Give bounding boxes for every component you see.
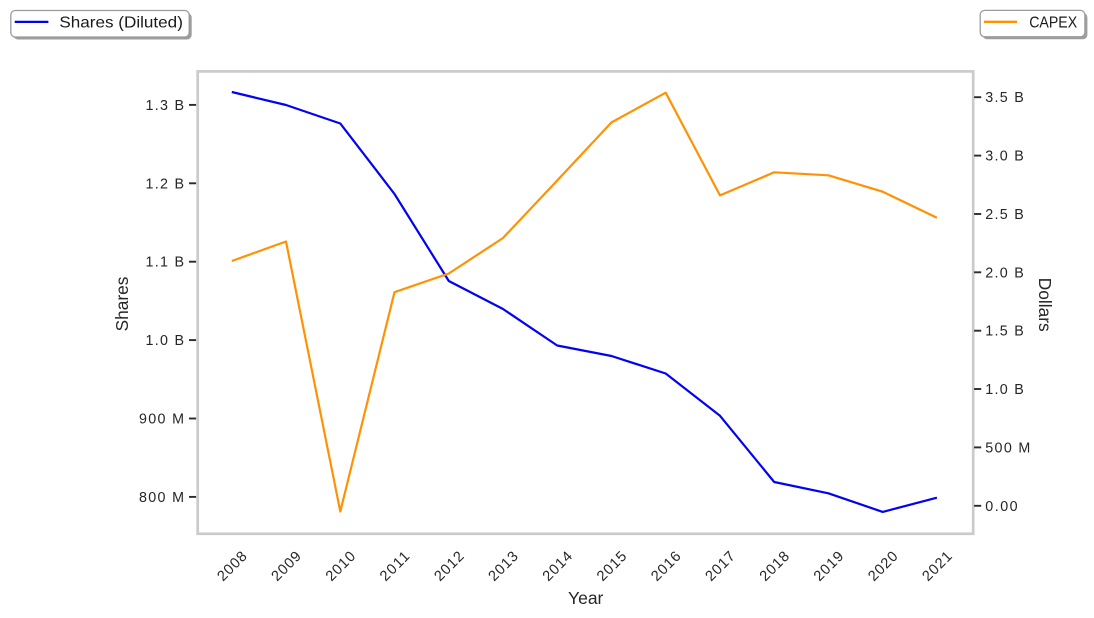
svg-text:800 M: 800 M	[139, 490, 184, 506]
svg-text:1.3 B: 1.3 B	[146, 98, 185, 114]
svg-text:Shares: Shares	[112, 276, 132, 331]
svg-text:1.5 B: 1.5 B	[985, 324, 1024, 340]
svg-text:1.2 B: 1.2 B	[146, 176, 185, 192]
svg-text:2013: 2013	[486, 549, 522, 585]
svg-text:2019: 2019	[811, 549, 847, 585]
svg-text:CAPEX: CAPEX	[1029, 15, 1078, 32]
svg-text:2014: 2014	[540, 549, 576, 585]
svg-text:2008: 2008	[214, 549, 250, 585]
svg-text:3.5 B: 3.5 B	[985, 90, 1024, 106]
svg-text:Shares (Diluted): Shares (Diluted)	[59, 15, 182, 32]
svg-text:2016: 2016	[648, 549, 684, 585]
svg-text:2018: 2018	[757, 549, 793, 585]
svg-text:2015: 2015	[594, 549, 630, 585]
svg-text:2021: 2021	[920, 549, 956, 585]
svg-text:3.0 B: 3.0 B	[985, 149, 1024, 165]
svg-text:1.0 B: 1.0 B	[146, 333, 185, 349]
svg-text:2012: 2012	[431, 549, 467, 585]
svg-text:2010: 2010	[323, 549, 359, 585]
svg-text:2.5 B: 2.5 B	[985, 207, 1024, 223]
svg-text:2017: 2017	[703, 549, 739, 585]
svg-text:500 M: 500 M	[985, 440, 1030, 456]
svg-text:0.00: 0.00	[985, 499, 1017, 515]
svg-text:2020: 2020	[865, 549, 901, 585]
svg-text:2009: 2009	[269, 549, 305, 585]
svg-text:1.0 B: 1.0 B	[985, 382, 1024, 398]
svg-text:2.0 B: 2.0 B	[985, 265, 1024, 281]
svg-text:Year: Year	[568, 588, 604, 608]
svg-text:900 M: 900 M	[139, 412, 184, 428]
svg-text:2011: 2011	[377, 549, 413, 585]
svg-text:1.1 B: 1.1 B	[146, 255, 185, 271]
svg-text:Dollars: Dollars	[1035, 278, 1055, 332]
